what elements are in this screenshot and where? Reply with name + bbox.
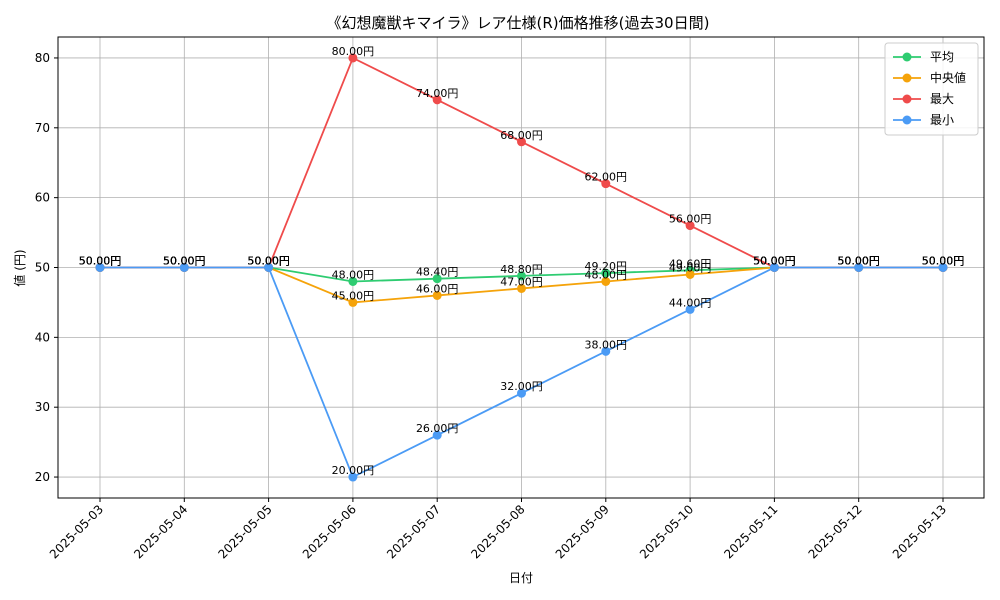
legend-marker xyxy=(902,94,912,104)
legend-item: 最小 xyxy=(893,113,954,127)
data-label: 56.00円 xyxy=(669,213,712,226)
data-label: 26.00円 xyxy=(416,422,459,435)
data-label: 74.00円 xyxy=(416,87,459,100)
data-label: 50.00円 xyxy=(163,255,206,268)
data-label: 50.00円 xyxy=(163,255,206,268)
data-label: 50.00円 xyxy=(79,255,122,268)
y-tick-label: 20 xyxy=(35,470,50,484)
data-point xyxy=(432,274,442,284)
data-label: 48.80円 xyxy=(500,263,543,276)
data-label: 50.00円 xyxy=(79,255,122,268)
data-label: 50.00円 xyxy=(753,255,796,268)
data-point xyxy=(517,137,526,147)
data-label: 48.00円 xyxy=(332,268,375,281)
legend-label: 最小 xyxy=(930,113,954,127)
data-point xyxy=(348,472,358,482)
data-point xyxy=(517,388,526,398)
data-label: 50.00円 xyxy=(753,255,796,268)
data-label: 20.00円 xyxy=(332,464,375,477)
legend-marker xyxy=(902,52,912,62)
data-label: 50.00円 xyxy=(753,255,796,268)
data-point xyxy=(517,271,526,281)
data-label: 68.00円 xyxy=(500,129,543,142)
data-label: 50.00円 xyxy=(922,255,965,268)
data-point xyxy=(938,263,948,272)
chart-title: 《幻想魔獣キマイラ》レア仕様(R)価格推移(過去30日間) xyxy=(327,14,710,32)
data-label: 44.00円 xyxy=(669,296,712,309)
data-point xyxy=(264,263,274,272)
legend-label: 中央値 xyxy=(930,70,966,85)
data-point xyxy=(685,221,695,231)
data-label: 50.00円 xyxy=(837,255,880,268)
data-label: 50.00円 xyxy=(163,255,206,268)
data-label: 80.00円 xyxy=(332,45,375,58)
y-tick-label: 50 xyxy=(35,261,50,275)
data-point xyxy=(601,276,611,286)
series-3 xyxy=(95,263,948,482)
data-point xyxy=(769,263,779,272)
data-point xyxy=(432,95,442,105)
data-label: 50.00円 xyxy=(922,255,965,268)
x-axis-label: 日付 xyxy=(509,571,533,585)
legend-item: 平均 xyxy=(893,50,954,64)
data-point xyxy=(432,430,442,440)
legend-item: 中央値 xyxy=(893,70,966,85)
y-tick-label: 60 xyxy=(35,191,50,205)
series-layer xyxy=(95,53,948,482)
data-point xyxy=(95,263,105,272)
y-tick-label: 30 xyxy=(35,400,50,414)
data-point xyxy=(601,268,611,278)
y-axis-ticks: 20 30 40 50 60 70 80 xyxy=(35,51,58,484)
data-point xyxy=(179,263,189,272)
y-tick-label: 70 xyxy=(35,121,50,135)
data-label: 48.40円 xyxy=(416,266,459,279)
data-point xyxy=(685,304,695,314)
data-label: 50.00円 xyxy=(247,255,290,268)
data-label: 45.00円 xyxy=(332,289,375,302)
data-label: 48.00円 xyxy=(585,268,628,281)
y-axis-label: 値 (円) xyxy=(12,249,27,286)
data-label: 50.00円 xyxy=(922,255,965,268)
data-label: 50.00円 xyxy=(837,255,880,268)
data-label: 50.00円 xyxy=(247,255,290,268)
data-point xyxy=(348,297,358,307)
data-point xyxy=(348,276,358,286)
data-label: 46.00円 xyxy=(416,282,459,295)
data-label: 50.00円 xyxy=(163,255,206,268)
data-point xyxy=(348,53,358,63)
data-point xyxy=(601,346,611,356)
data-point xyxy=(685,269,695,279)
legend-item: 最大 xyxy=(893,92,954,106)
legend-label: 最大 xyxy=(930,92,954,106)
data-label: 49.60円 xyxy=(669,257,712,270)
data-label: 50.00円 xyxy=(837,255,880,268)
data-point xyxy=(601,179,611,189)
data-label: 50.00円 xyxy=(247,255,290,268)
data-label: 38.00円 xyxy=(585,338,628,351)
data-label: 32.00円 xyxy=(500,380,543,393)
y-tick-label: 40 xyxy=(35,330,50,344)
data-label: 62.00円 xyxy=(585,171,628,184)
data-point xyxy=(854,263,864,272)
y-tick-label: 80 xyxy=(35,51,50,65)
data-label: 50.00円 xyxy=(922,255,965,268)
data-label: 50.00円 xyxy=(247,255,290,268)
data-label: 49.00円 xyxy=(669,261,712,274)
data-label: 50.00円 xyxy=(753,255,796,268)
data-point xyxy=(432,290,442,300)
legend-frame xyxy=(884,42,979,136)
legend-label: 平均 xyxy=(930,50,954,64)
data-label: 50.00円 xyxy=(79,255,122,268)
data-label: 47.00円 xyxy=(500,275,543,288)
legend-marker xyxy=(902,115,912,125)
data-point xyxy=(517,283,526,293)
legend-marker xyxy=(902,73,912,83)
data-label: 49.20円 xyxy=(585,260,628,273)
data-label: 50.00円 xyxy=(79,255,122,268)
data-label: 50.00円 xyxy=(837,255,880,268)
data-labels: 50.00円 50.00円 50.00円 48.00円 48.40円 48.80円 49.2… xyxy=(79,45,965,477)
